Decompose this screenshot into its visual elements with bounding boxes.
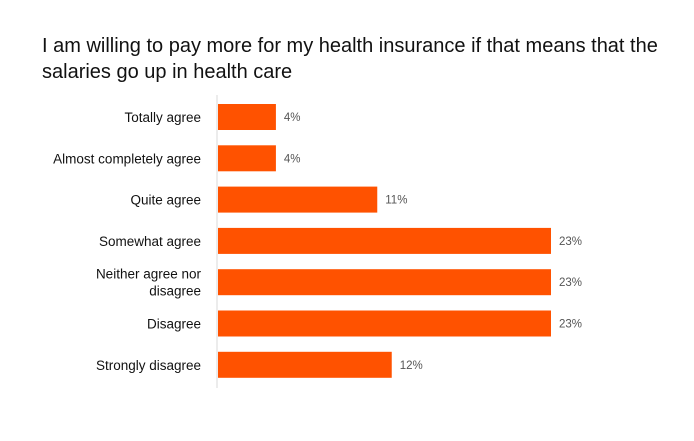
category-label-5: Neither agree nor disagree (96, 267, 202, 299)
chart-title: I am willing to pay more for my health i… (42, 35, 658, 83)
category-label-7: Strongly disagree (96, 358, 201, 373)
bar-1 (218, 104, 276, 130)
bar-3 (218, 186, 378, 213)
value-label-6: 23% (559, 319, 582, 331)
value-label-3: 11% (385, 195, 407, 207)
category-label-1: Totally agree (124, 110, 201, 125)
category-label-3: Quite agree (130, 193, 201, 208)
category-label-6: Disagree (147, 317, 201, 332)
category-label-2: Almost completely agree (53, 151, 201, 166)
bar-2 (218, 145, 276, 172)
bar-7 (218, 351, 392, 378)
value-label-2: 4% (284, 153, 301, 165)
bar-6 (218, 310, 551, 337)
value-label-7: 12% (400, 360, 423, 372)
value-label-4: 23% (559, 236, 582, 248)
value-label-1: 4% (284, 112, 301, 124)
bar-4 (218, 227, 551, 254)
bar-5 (218, 269, 551, 296)
value-label-5: 23% (559, 277, 582, 289)
category-label-4: Somewhat agree (99, 234, 201, 249)
